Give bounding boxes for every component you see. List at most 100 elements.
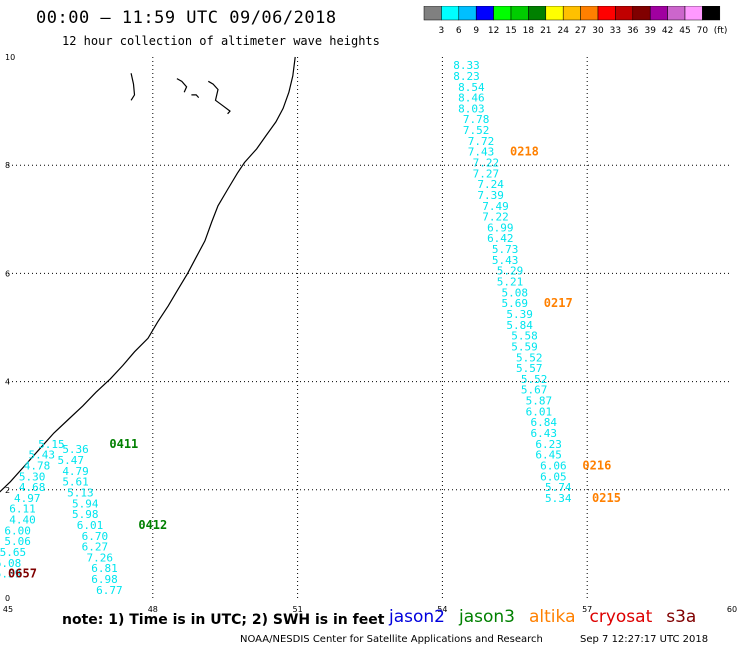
map-subtitle: 12 hour collection of altimeter wave hei… — [62, 34, 380, 48]
wave-height-label: 7.22 — [473, 156, 500, 169]
scale-label: 9 — [473, 26, 479, 36]
wave-height-label: 7.22 — [482, 211, 509, 224]
island-outline — [130, 73, 136, 101]
wave-height-label: 5.52 — [516, 351, 543, 364]
wave-height-label: 5.43 — [492, 254, 519, 267]
scale-label: 21 — [540, 26, 551, 36]
wave-height-label: 6.42 — [487, 232, 514, 245]
scale-label: 33 — [610, 26, 621, 36]
island-outline — [207, 80, 231, 115]
credit-text: NOAA/NESDIS Center for Satellite Applica… — [240, 634, 543, 645]
scale-label: 45 — [679, 26, 690, 36]
wave-height-label: 7.27 — [473, 167, 500, 180]
wave-height-label: 6.01 — [77, 519, 104, 532]
wave-height-label: 8.46 — [458, 92, 485, 105]
color-scale-legend: 3 6 9 12 15 18 21 24 27 30 33 36 39 42 45 70 (ft) — [423, 6, 728, 36]
wave-height-label: 5.57 — [516, 362, 543, 375]
wave-height-label: 5.73 — [492, 243, 519, 256]
wave-height-label: 6.05 — [540, 470, 567, 483]
x-tick-label: 57 — [582, 605, 592, 614]
wave-height-label: 7.26 — [86, 551, 113, 564]
y-tick-label: 6 — [5, 269, 10, 278]
wave-height-label: 4.97 — [14, 492, 41, 505]
wave-height-label: 8.03 — [458, 102, 485, 115]
wave-height-label: 8.33 — [453, 59, 480, 72]
wave-height-label: 6.84 — [531, 416, 558, 429]
timestamp-text: Sep 7 12:27:17 UTC 2018 — [580, 634, 709, 645]
wave-height-label: 6.81 — [91, 562, 118, 575]
wave-height-label: 7.39 — [477, 189, 504, 202]
pass-time-label: 0218 — [510, 145, 539, 159]
wave-height-label: 6.01 — [526, 405, 553, 418]
wave-height-label: 6.08 — [0, 557, 21, 570]
scale-label: 24 — [557, 26, 569, 36]
wave-height-label: 4.78 — [24, 459, 51, 472]
wave-height-label: 5.65 — [0, 546, 26, 559]
satellite-s3a: s3a — [666, 607, 697, 627]
wave-height-label: 8.23 — [453, 70, 480, 83]
wave-height-label: 5.21 — [497, 276, 524, 289]
wave-height-label: 7.52 — [463, 124, 490, 137]
y-tick-label: 0 — [5, 594, 10, 603]
wave-height-label: 5.30 — [19, 470, 46, 483]
map-title: 00:00 – 11:59 UTC 09/06/2018 — [36, 8, 337, 28]
scale-unit: (ft) — [714, 26, 728, 36]
wave-height-label: 5.67 — [521, 384, 548, 397]
scale-label: 30 — [592, 26, 604, 36]
wave-height-label: 5.87 — [526, 395, 553, 408]
note-text: note: 1) Time is in UTC; 2) SWH is in fe… — [62, 612, 385, 628]
x-tick-label: 48 — [148, 605, 158, 614]
wave-height-label: 6.43 — [531, 427, 558, 440]
wave-height-label: 5.06 — [4, 535, 31, 548]
wave-height-label: 5.39 — [506, 308, 533, 321]
scale-label: 18 — [523, 26, 535, 36]
satellite-jason2: jason2 — [389, 607, 445, 627]
pass-time-label: 0217 — [544, 296, 573, 310]
wave-height-label: 5.52 — [521, 373, 548, 386]
pass-time-label: 0412 — [138, 518, 167, 532]
wave-height-label: 6.98 — [91, 573, 118, 586]
wave-height-label: 6.06 — [540, 459, 567, 472]
wave-height-label: 7.43 — [468, 146, 495, 159]
satellite-legend: jason2 jason3 altika cryosat s3a — [389, 607, 710, 627]
wave-height-label: 5.61 — [62, 476, 89, 489]
satellite-altika: altika — [529, 607, 576, 627]
wave-height-label: 6.45 — [535, 449, 562, 462]
wave-height-label: 5.36 — [62, 443, 89, 456]
wave-height-label: 5.43 — [29, 449, 56, 462]
wave-height-label: 4.40 — [9, 514, 36, 527]
wave-height-label: 4.79 — [62, 465, 89, 478]
wave-height-label: 6.23 — [535, 438, 562, 451]
wave-height-label: 4.68 — [19, 481, 46, 494]
pass-time-label: 0411 — [109, 437, 138, 451]
wave-height-label: 5.47 — [57, 454, 84, 467]
wave-height-label: 6.77 — [96, 584, 123, 597]
x-tick-label: 45 — [3, 605, 13, 614]
wave-height-label: 7.49 — [482, 200, 509, 213]
scale-label: 27 — [575, 26, 586, 36]
wave-height-label: 6.70 — [82, 530, 109, 543]
x-tick-label: 54 — [437, 605, 447, 614]
wave-height-label: 7.72 — [468, 135, 495, 148]
x-tick-label: 51 — [293, 605, 303, 614]
wave-height-label: 6.99 — [487, 221, 514, 234]
wave-height-label: 5.59 — [511, 340, 538, 353]
pass-time-label: 0657 — [8, 567, 37, 581]
pass-time-label: 0216 — [582, 458, 611, 472]
wave-height-label: 5.94 — [72, 497, 99, 510]
scale-label: 42 — [662, 26, 673, 36]
y-tick-label: 8 — [5, 161, 10, 170]
pass-time-label: 0215 — [592, 491, 621, 505]
island-outline — [191, 94, 200, 99]
scale-label: 12 — [488, 26, 499, 36]
wave-height-label: 5.58 — [511, 330, 538, 343]
wave-height-label: 5.59 — [0, 568, 21, 581]
island-outline — [176, 78, 188, 93]
scale-swatch — [702, 6, 721, 21]
wave-height-label: 6.11 — [9, 503, 36, 516]
y-tick-label: 4 — [5, 378, 10, 387]
wave-height-label: 7.78 — [463, 113, 490, 126]
y-tick-label: 10 — [5, 53, 15, 62]
scale-label: 36 — [627, 26, 639, 36]
